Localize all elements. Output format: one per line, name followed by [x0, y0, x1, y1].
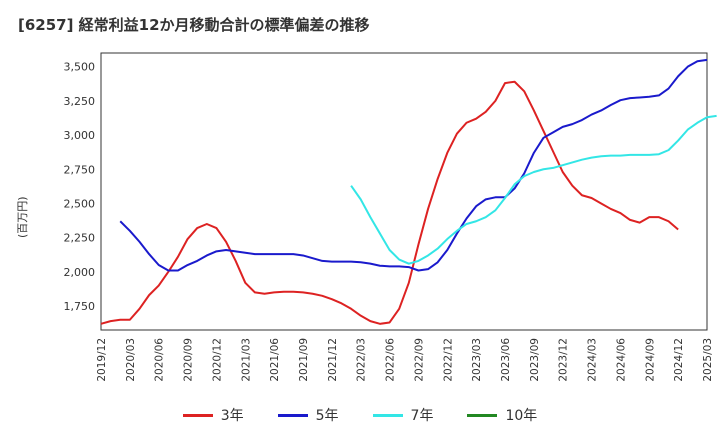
y-tick-label: 2,000	[64, 266, 96, 279]
x-tick-label: 2021/12	[327, 338, 339, 382]
legend-label: 10年	[505, 408, 538, 424]
legend-label: 5年	[315, 408, 339, 424]
legend-item: 5年	[277, 404, 339, 426]
x-tick-label: 2020/06	[154, 338, 166, 382]
x-tick-label: 2023/03	[471, 338, 483, 382]
x-tick-label: 2021/09	[298, 338, 310, 382]
legend: 3年 5年 7年 10年	[0, 404, 720, 426]
x-tick-label: 2020/03	[125, 338, 137, 382]
series-line	[119, 58, 708, 272]
x-tick-label: 2022/03	[356, 338, 368, 382]
x-tick-label: 2024/12	[673, 338, 685, 382]
chart-title: [6257] 経常利益12か月移動合計の標準偏差の推移	[18, 16, 370, 34]
x-tick-label: 2024/03	[587, 338, 599, 382]
y-tick-labels: 1,750 2,000 2,250 2,500 2,750 3,000 3,250 3,500	[64, 61, 96, 313]
x-tick-label: 2024/06	[615, 338, 627, 382]
x-tick-label: 2022/09	[413, 338, 425, 382]
x-tick-label: 2025/03	[702, 338, 714, 382]
legend-item: 10年	[467, 404, 537, 426]
y-tick-label: 3,250	[64, 95, 96, 108]
x-tick-label: 2020/12	[211, 338, 223, 382]
axes	[100, 52, 708, 331]
line-chart: 1,750 2,000 2,250 2,500 2,750 3,000 3,250 3,500…	[64, 52, 717, 382]
series-lines	[100, 58, 717, 325]
y-tick-label: 2,750	[64, 163, 96, 176]
x-tick-label: 2024/09	[644, 338, 656, 382]
x-tick-label: 2019/12	[96, 338, 108, 382]
x-tick-label: 2021/06	[269, 338, 281, 382]
series-line	[350, 114, 717, 265]
legend-swatch	[182, 413, 213, 417]
legend-item: 3年	[182, 404, 244, 426]
y-tick-label: 1,750	[64, 300, 96, 313]
x-tick-label: 2021/03	[240, 338, 252, 382]
legend-swatch	[372, 413, 403, 417]
legend-label: 7年	[410, 408, 434, 424]
legend-swatch	[277, 413, 308, 417]
x-tick-label: 2022/06	[385, 338, 397, 382]
y-tick-label: 2,500	[64, 197, 96, 210]
series-line	[100, 80, 679, 325]
x-tick-label: 2023/06	[500, 338, 512, 382]
legend-label: 3年	[220, 408, 244, 424]
legend-item: 7年	[372, 404, 434, 426]
x-tick-label: 2023/09	[529, 338, 541, 382]
y-tick-label: 3,500	[64, 61, 96, 74]
plot-area	[100, 52, 708, 331]
x-tick-label: 2023/12	[558, 338, 570, 382]
x-tick-label: 2020/09	[183, 338, 195, 382]
legend-swatch	[467, 413, 498, 417]
x-tick-labels: 2019/12 2020/03 2020/06 2020/09 2020/12 2021/…	[96, 338, 714, 382]
x-tick-label: 2022/12	[442, 338, 454, 382]
y-tick-label: 3,000	[64, 129, 96, 142]
y-tick-label: 2,250	[64, 232, 96, 245]
